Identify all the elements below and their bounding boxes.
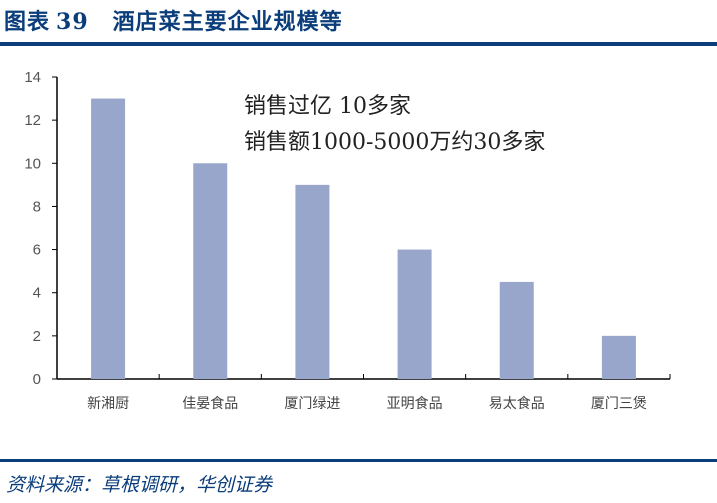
bar bbox=[601, 335, 636, 379]
y-tick-label: 4 bbox=[33, 285, 41, 302]
bar bbox=[91, 98, 126, 380]
x-tick-label: 易太食品 bbox=[489, 395, 545, 412]
figure-title-text: 酒店菜主要企业规模等 bbox=[112, 9, 343, 35]
figure-number: 39 bbox=[56, 9, 89, 35]
y-tick-label: 14 bbox=[24, 69, 41, 86]
x-tick-label: 新湘厨 bbox=[87, 396, 129, 412]
footer-rule bbox=[0, 459, 717, 462]
y-axis: 0 2 4 6 8 10 12 14 bbox=[24, 69, 58, 388]
annotation-1: 销售过亿 10多家 bbox=[244, 94, 411, 119]
figure-title: 图表 39 酒店菜主要企业规模等 bbox=[4, 4, 343, 36]
source-note: 资料来源：草根调研，华创证券 bbox=[6, 474, 273, 496]
x-axis: 新湘厨 佳晏食品 厦门绿进 亚明食品 易太食品 厦门三煲 bbox=[56, 374, 671, 412]
header-rule bbox=[0, 42, 717, 46]
x-tick-label: 厦门三煲 bbox=[591, 395, 647, 412]
x-tick-label: 亚明食品 bbox=[387, 395, 443, 412]
y-tick-label: 8 bbox=[33, 198, 41, 215]
bar bbox=[295, 184, 330, 379]
x-tick-label: 佳晏食品 bbox=[182, 395, 238, 412]
bar bbox=[193, 163, 228, 379]
y-tick-label: 2 bbox=[33, 328, 41, 345]
y-tick-label: 0 bbox=[33, 371, 41, 388]
x-tick-label: 厦门绿进 bbox=[284, 396, 340, 412]
bar bbox=[397, 249, 432, 379]
bars bbox=[91, 98, 636, 380]
y-tick-label: 12 bbox=[24, 112, 41, 129]
annotation-2: 销售额1000-5000万约30多家 bbox=[244, 130, 545, 155]
figure-label: 图表 bbox=[4, 9, 51, 35]
bar bbox=[499, 281, 534, 379]
y-tick-label: 6 bbox=[33, 242, 41, 259]
y-tick-label: 10 bbox=[24, 155, 41, 172]
